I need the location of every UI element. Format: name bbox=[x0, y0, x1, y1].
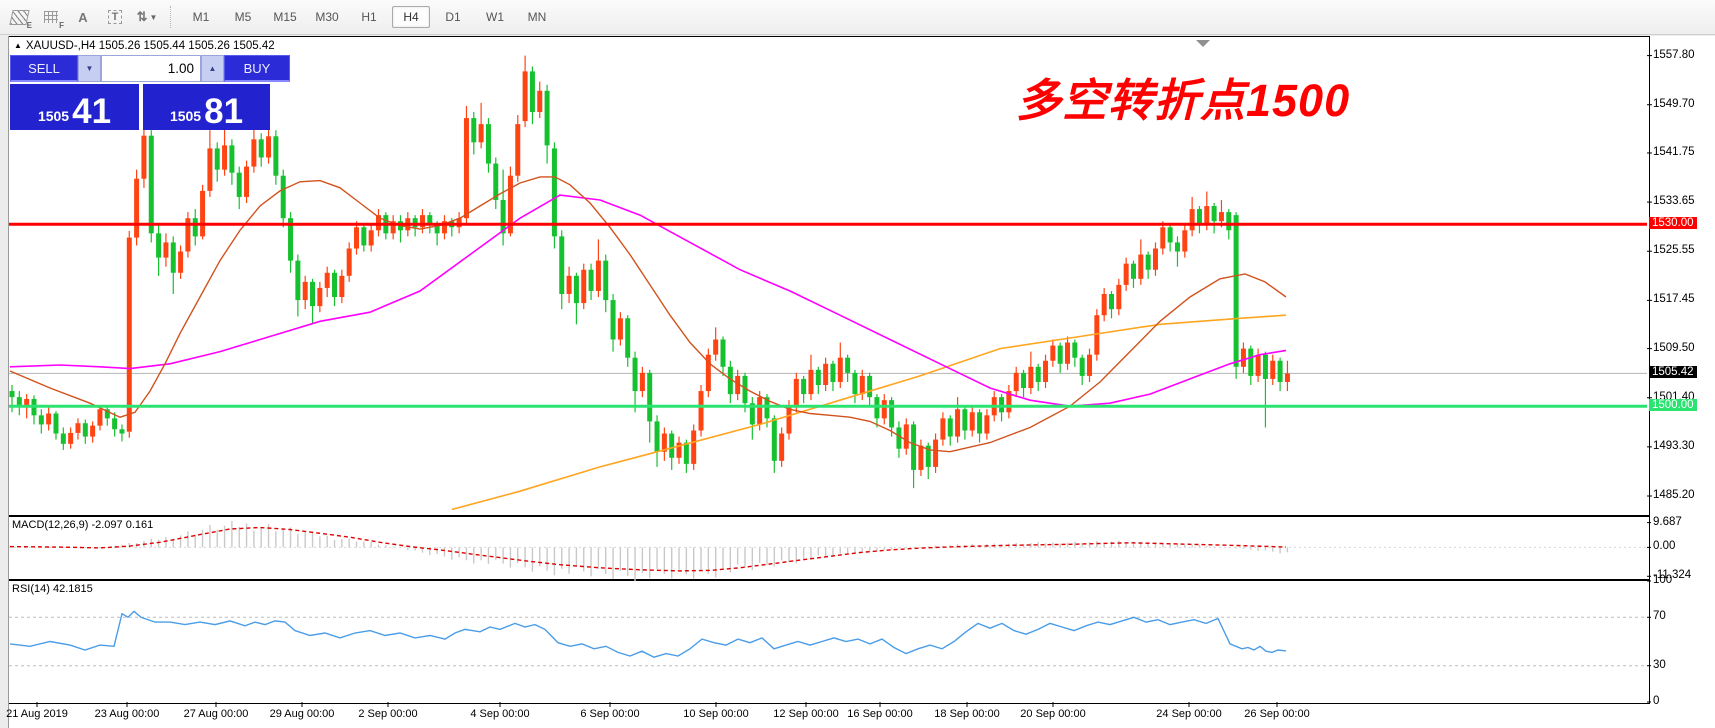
date-axis-label: 18 Sep 00:00 bbox=[934, 708, 1000, 720]
date-axis-label: 23 Aug 00:00 bbox=[94, 708, 160, 720]
sell-price-main: 1505 bbox=[37, 108, 70, 124]
buy-price-pips: 81 bbox=[204, 91, 244, 131]
symbol-ohlc-text: XAUUSD-,H4 1505.26 1505.44 1505.26 1505.… bbox=[25, 40, 275, 52]
buy-price-main: 1505 bbox=[169, 108, 202, 124]
price-axis-badge-support: 1500.00 bbox=[1649, 399, 1697, 412]
price-axis-label: 1485.20 bbox=[1653, 489, 1695, 501]
date-axis-label: 6 Sep 00:00 bbox=[580, 708, 640, 720]
timeframe-button-w1[interactable]: W1 bbox=[486, 10, 504, 24]
price-axis-label: 1541.75 bbox=[1653, 145, 1695, 158]
buy-price-box[interactable]: 1505 81 bbox=[143, 84, 270, 130]
text-label-icon[interactable]: A bbox=[78, 9, 88, 25]
date-axis-label: 26 Sep 00:00 bbox=[1244, 708, 1310, 720]
rsi-axis-label: 0 bbox=[1653, 695, 1660, 707]
toolbar-separator bbox=[170, 6, 172, 28]
macd-panel[interactable] bbox=[8, 516, 1650, 580]
price-axis-label: 1517.45 bbox=[1653, 293, 1695, 306]
date-axis-label: 16 Sep 00:00 bbox=[847, 708, 913, 720]
chart-annotation-text: 多空转折点1500 bbox=[1016, 75, 1351, 126]
price-axis-label: 1493.30 bbox=[1653, 439, 1695, 452]
sell-button[interactable]: SELL bbox=[10, 55, 78, 82]
price-axis-label: 1549.70 bbox=[1653, 97, 1695, 110]
timeframe-button-h4[interactable]: H4 bbox=[392, 6, 430, 28]
draw-objects-icon[interactable]: E bbox=[6, 5, 32, 30]
price-axis-badge-last: 1505.42 bbox=[1649, 366, 1697, 379]
date-axis-label: 29 Aug 00:00 bbox=[269, 708, 335, 720]
macd-axis-label: 0.00 bbox=[1653, 540, 1676, 553]
macd-axis-label: 9.687 bbox=[1653, 515, 1682, 528]
sell-price-pips: 41 bbox=[72, 91, 112, 131]
cycle-arrows-icon[interactable]: ⇅ ▼ bbox=[136, 9, 158, 24]
timeframe-button-m5[interactable]: M5 bbox=[234, 10, 252, 24]
buy-button[interactable]: BUY bbox=[224, 55, 290, 82]
date-axis-label: 21 Aug 2019 bbox=[6, 708, 68, 720]
rsi-axis-label: 70 bbox=[1653, 610, 1666, 623]
timeframe-button-mn[interactable]: MN bbox=[527, 10, 547, 24]
volume-increase-button[interactable]: ▲ bbox=[201, 55, 224, 82]
timeframe-button-m15[interactable]: M15 bbox=[273, 10, 297, 24]
rsi-axis-label: 30 bbox=[1653, 658, 1666, 671]
date-axis-label: 2 Sep 00:00 bbox=[358, 708, 418, 720]
date-axis-label: 24 Sep 00:00 bbox=[1156, 708, 1222, 720]
one-click-trading-panel: SELL ▼ 1.00 ▲ BUY 1505 41 1505 81 bbox=[10, 55, 290, 130]
timeframe-bar: M1 M5 M15 M30 H1 H4 D1 W1 MN bbox=[180, 6, 558, 28]
text-box-icon[interactable]: T bbox=[102, 5, 128, 29]
window-left-edge bbox=[0, 36, 9, 728]
date-axis-label: 4 Sep 00:00 bbox=[470, 708, 530, 720]
timeframe-button-h1[interactable]: H1 bbox=[361, 10, 377, 24]
date-axis-label: 12 Sep 00:00 bbox=[773, 708, 839, 720]
macd-label: MACD(12,26,9) -2.097 0.161 bbox=[12, 519, 154, 531]
collapse-icon[interactable]: ▲ bbox=[14, 41, 22, 50]
price-axis-label: 1509.50 bbox=[1653, 341, 1695, 354]
volume-decrease-button[interactable]: ▼ bbox=[78, 55, 101, 82]
rsi-label: RSI(14) 42.1815 bbox=[12, 583, 93, 595]
timeframe-button-m30[interactable]: M30 bbox=[315, 10, 339, 24]
timeframe-button-d1[interactable]: D1 bbox=[445, 10, 461, 24]
macd-axis-label: -11.324 bbox=[1653, 569, 1692, 582]
date-axis-label: 10 Sep 00:00 bbox=[683, 708, 749, 720]
volume-input[interactable]: 1.00 bbox=[101, 55, 201, 82]
date-axis-label: 27 Aug 00:00 bbox=[183, 708, 249, 720]
rsi-panel[interactable] bbox=[8, 580, 1650, 704]
price-axis-label: 1525.55 bbox=[1653, 244, 1695, 257]
price-axis-badge-resistance: 1530.00 bbox=[1649, 217, 1697, 230]
indicator-grid-icon[interactable]: F bbox=[38, 5, 64, 30]
sell-price-box[interactable]: 1505 41 bbox=[10, 84, 139, 130]
timeframe-button-m1[interactable]: M1 bbox=[192, 10, 210, 24]
chart-title: ▲ XAUUSD-,H4 1505.26 1505.44 1505.26 1505… bbox=[14, 40, 275, 52]
price-axis-label: 1533.65 bbox=[1653, 195, 1695, 208]
toolbar: E F A T ⇅ ▼ M1 M5 M15 M30 H1 H4 D1 W1 MN bbox=[0, 0, 1715, 35]
rsi-axis-label: 100 bbox=[1653, 574, 1673, 586]
price-axis-label: 1557.80 bbox=[1653, 48, 1695, 61]
date-axis-label: 20 Sep 00:00 bbox=[1020, 708, 1086, 720]
